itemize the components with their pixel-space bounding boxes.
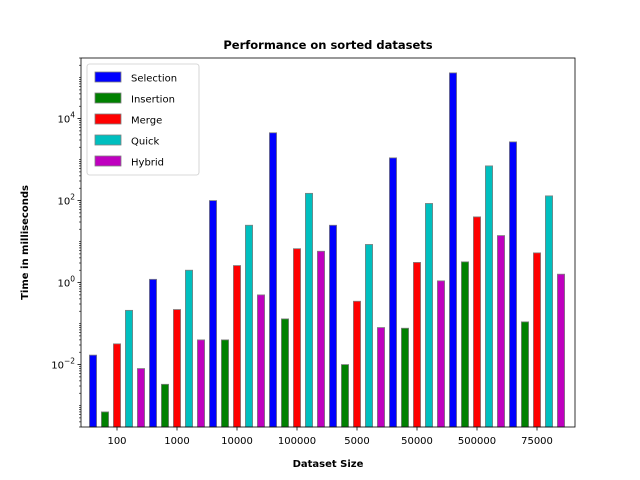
bar-insertion-75000: [521, 321, 530, 428]
bar-quick-5000: [364, 244, 373, 428]
bar-quick-75000: [545, 195, 554, 428]
bar-merge-500000: [472, 216, 481, 428]
bar-selection-5000: [328, 224, 337, 428]
legend-label-hybrid: Hybrid: [131, 158, 164, 169]
legend-label-merge: Merge: [131, 116, 162, 127]
plot-area-frame: [80, 57, 576, 428]
legend-swatch-insertion: [94, 92, 122, 104]
legend-label-selection: Selection: [131, 74, 177, 85]
bar-hybrid-50000: [436, 280, 445, 428]
bar-selection-75000: [508, 141, 517, 428]
x-tick-label: 500000: [458, 436, 496, 447]
bar-quick-100: [125, 309, 134, 428]
y-tick-label: 104: [57, 111, 75, 126]
bar-hybrid-10000: [256, 294, 265, 428]
legend-swatch-hybrid: [94, 155, 122, 167]
bar-selection-1000: [148, 278, 157, 428]
x-tick-label: 5000: [344, 436, 369, 447]
bar-quick-100000: [304, 192, 313, 428]
x-tick-label: 10000: [221, 436, 253, 447]
bar-quick-500000: [484, 165, 493, 428]
bar-hybrid-75000: [557, 273, 566, 428]
legend-label-quick: Quick: [131, 137, 159, 148]
bar-merge-100000: [292, 248, 301, 428]
bar-insertion-500000: [460, 261, 469, 428]
bar-selection-100: [89, 354, 98, 428]
x-tick-label: 1000: [164, 436, 189, 447]
bar-selection-50000: [388, 157, 397, 428]
x-tick-label: 100000: [278, 436, 316, 447]
bar-merge-5000: [352, 300, 361, 428]
legend-box: [86, 63, 200, 176]
x-axis-ticks: 100 1000 10000 100000 5000 50000 500000 75000: [107, 427, 553, 447]
bar-merge-50000: [412, 262, 421, 428]
chart-title: Performance on sorted datasets: [223, 38, 432, 52]
x-tick-label: 100: [107, 436, 126, 447]
bar-quick-50000: [424, 203, 433, 428]
bar-selection-100000: [268, 132, 277, 428]
bar-insertion-5000: [340, 364, 349, 428]
legend-swatch-selection: [94, 71, 122, 83]
bar-merge-10000: [232, 265, 241, 428]
bar-selection-500000: [448, 72, 457, 428]
bar-hybrid-500000: [496, 235, 505, 428]
x-axis-label: Dataset Size: [293, 459, 364, 470]
bar-insertion-100000: [280, 318, 289, 428]
bar-selection-10000: [208, 200, 217, 428]
bar-merge-75000: [533, 252, 542, 428]
legend-label-insertion: Insertion: [131, 95, 175, 106]
y-tick-label: 100: [57, 275, 75, 290]
bar-hybrid-100000: [316, 250, 325, 428]
bar-hybrid-5000: [376, 327, 385, 428]
bar-merge-100: [113, 343, 122, 428]
y-tick-label: 10−2: [51, 357, 75, 372]
bar-insertion-1000: [160, 383, 169, 428]
y-tick-label: 102: [57, 193, 75, 208]
x-tick-label: 75000: [521, 436, 553, 447]
legend: Selection Insertion Merge Quick Hybrid: [86, 63, 200, 176]
bar-merge-1000: [172, 309, 181, 428]
bar-insertion-50000: [400, 327, 409, 428]
x-tick-label: 50000: [401, 436, 433, 447]
bar-insertion-10000: [220, 339, 229, 428]
bar-quick-10000: [244, 224, 253, 428]
legend-swatch-quick: [94, 134, 122, 146]
bar-hybrid-1000: [196, 339, 205, 428]
bar-quick-1000: [184, 269, 193, 428]
y-axis-label: Time in milliseconds: [20, 185, 31, 300]
legend-swatch-merge: [94, 113, 122, 125]
bar-hybrid-100: [136, 368, 145, 428]
bar-insertion-100: [101, 411, 110, 428]
